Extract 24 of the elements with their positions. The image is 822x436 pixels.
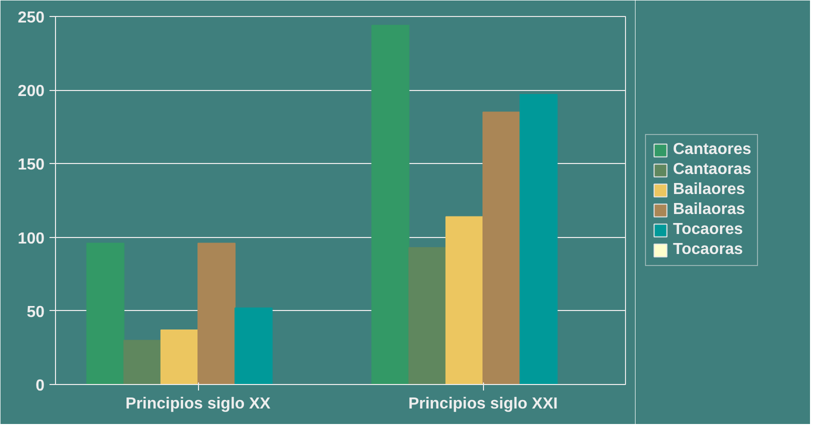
bar <box>445 216 484 384</box>
y-tick-label: 100 <box>18 230 45 248</box>
bar <box>86 242 124 384</box>
bar <box>234 307 273 384</box>
bar <box>371 24 410 384</box>
y-tick-label: 200 <box>18 83 45 100</box>
legend-label: Bailaores <box>673 181 746 199</box>
bar <box>123 340 162 384</box>
y-tick-label: 150 <box>18 156 45 174</box>
y-tick-label: 0 <box>36 378 45 394</box>
bar <box>160 330 198 384</box>
legend-label: Cantaores <box>673 141 752 159</box>
x-tick-label: Principios siglo XX <box>126 396 271 412</box>
legend-label: Cantaoras <box>673 161 752 179</box>
y-tick-label: 250 <box>18 10 45 26</box>
legend-label: Bailaoras <box>673 201 746 219</box>
legend-label: Tocaores <box>673 221 743 239</box>
x-tick-label: Principios siglo XXI <box>408 396 558 412</box>
bar <box>408 247 446 384</box>
bar <box>198 242 236 384</box>
bar <box>482 112 521 384</box>
bar <box>520 94 558 384</box>
legend-label: Tocaoras <box>673 241 743 259</box>
y-tick-label: 50 <box>26 304 45 321</box>
